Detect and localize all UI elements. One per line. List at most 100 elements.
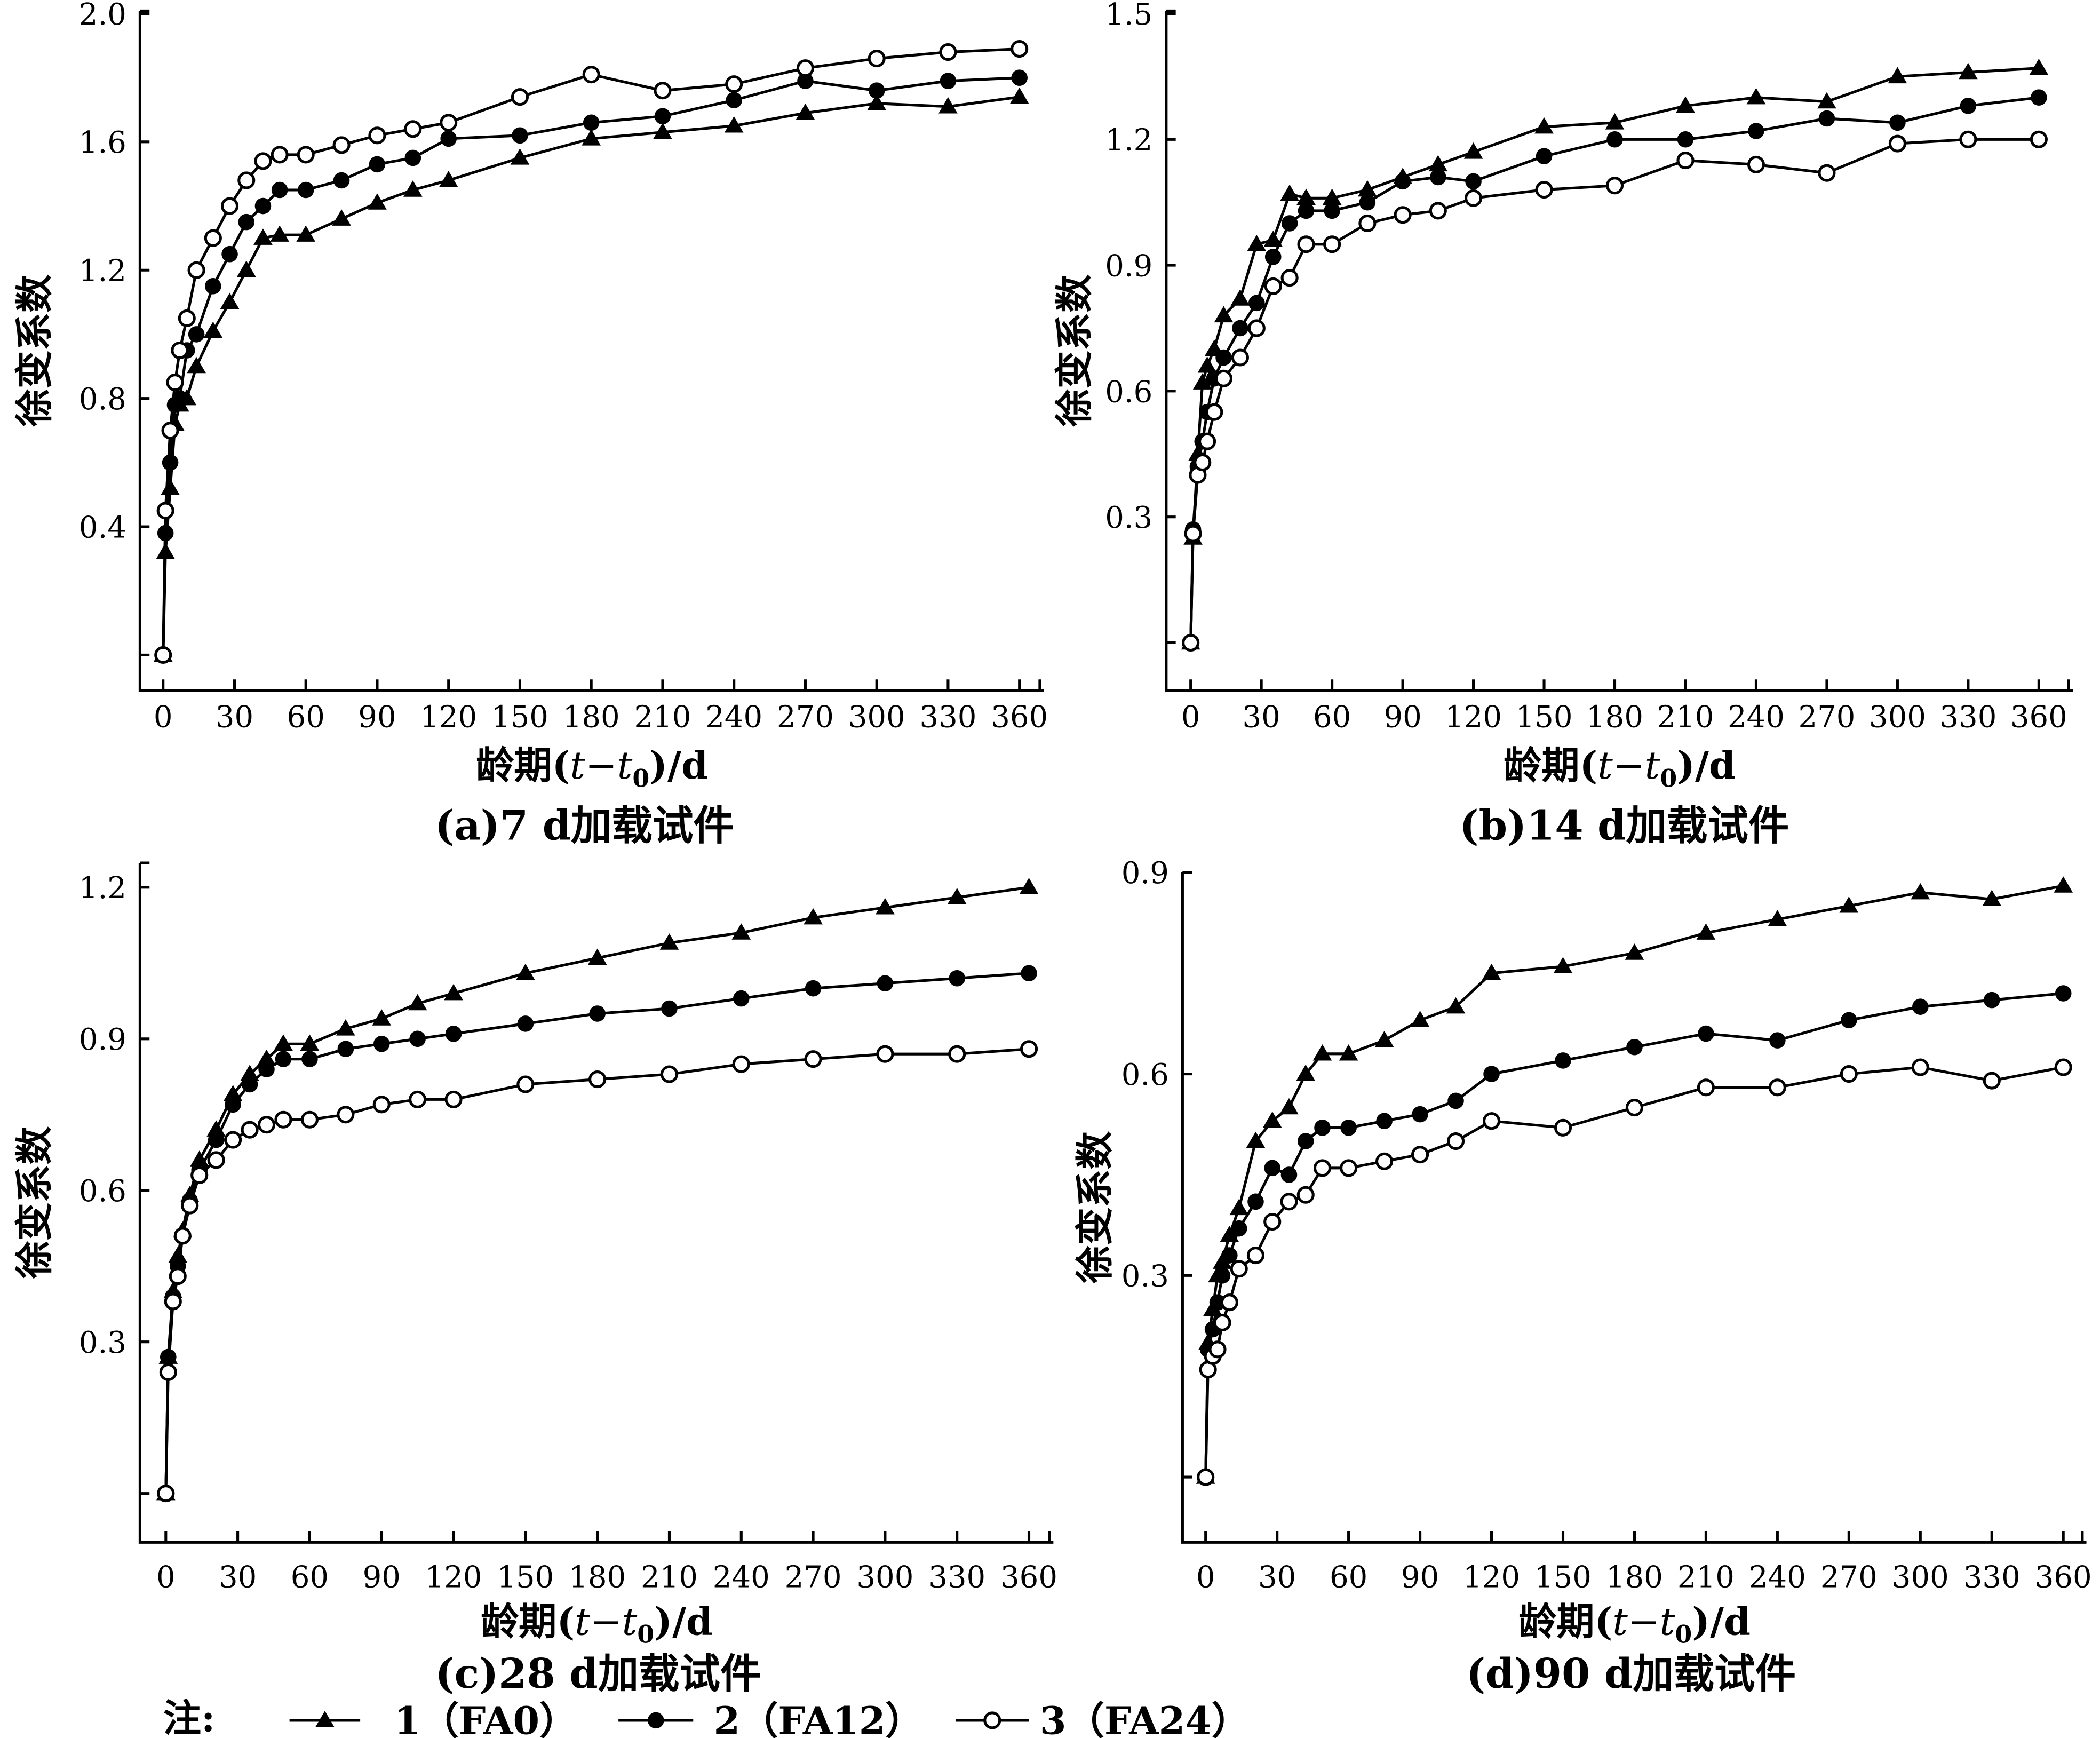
data-point-fa12	[1447, 1092, 1464, 1109]
y-axis-label: 徐变系数	[1052, 274, 1096, 427]
data-point-fa12	[1314, 1120, 1331, 1136]
data-point-fa12	[512, 127, 528, 144]
x-axis-label: 龄期(t−t0)/d	[1504, 743, 1736, 792]
series-line-fa0	[164, 886, 1029, 1494]
data-point-fa12	[1264, 1160, 1281, 1177]
data-point-fa24	[1959, 130, 1977, 148]
data-point-fa24	[254, 152, 272, 170]
panel-b: 0.3 0.6 0.9 1.2 1.5 0 30 60 90 120 150 180 210 240 270…	[1052, 0, 2073, 850]
data-point-fa0	[1839, 896, 1859, 913]
data-point-fa0	[187, 356, 206, 374]
data-point-fa24	[1184, 525, 1202, 543]
data-point-fa24	[1358, 214, 1377, 233]
data-point-fa12	[241, 1076, 258, 1093]
x-tick-label: 150	[491, 700, 548, 734]
data-point-fa12	[258, 1061, 275, 1077]
data-point-fa24	[516, 1075, 535, 1093]
x-tick-label: 330	[1939, 700, 1996, 734]
data-point-fa24	[876, 1045, 894, 1063]
data-point-fa0	[1296, 188, 1316, 205]
data-point-fa24	[2030, 130, 2048, 148]
data-point-fa0	[368, 193, 387, 210]
data-point-fa12	[221, 245, 238, 263]
data-point-fa0	[1696, 923, 1716, 940]
data-point-fa0	[168, 1246, 188, 1263]
data-point-fa12	[1606, 131, 1623, 148]
data-point-fa24	[1465, 189, 1483, 207]
data-point-fa12	[805, 980, 822, 997]
data-point-fa24	[159, 1363, 177, 1382]
data-point-fa24	[868, 50, 886, 68]
x-tick-label: 120	[425, 1560, 482, 1594]
data-point-fa24	[1208, 1340, 1227, 1359]
data-point-fa24	[404, 120, 422, 138]
data-point-fa24	[220, 197, 239, 215]
data-point-fa0	[1322, 188, 1342, 205]
series-fa0	[153, 87, 1029, 662]
data-point-fa24	[1205, 403, 1223, 421]
data-point-fa12	[445, 1026, 462, 1042]
data-point-fa24	[1020, 1040, 1038, 1058]
data-point-fa24	[796, 59, 814, 77]
data-point-fa0	[804, 908, 823, 925]
data-point-fa12	[333, 172, 350, 189]
x-label-prefix: 龄期(	[476, 743, 570, 788]
data-point-fa0	[1768, 910, 1787, 926]
data-point-fa0	[724, 116, 744, 133]
data-point-fa24	[207, 1151, 225, 1169]
legend-marker-fa12	[647, 1712, 664, 1729]
x-label-suffix: )/d	[1692, 1599, 1751, 1644]
series-line-fa12	[162, 76, 1020, 655]
legend-label: 1（FA0）	[394, 1698, 578, 1738]
data-point-fa12	[1340, 1120, 1357, 1136]
series-line-fa0	[1189, 67, 2039, 643]
data-point-fa24	[582, 66, 600, 84]
x-label-sub: 0	[632, 764, 649, 792]
y-tick-label: 0.4	[79, 510, 126, 545]
data-point-fa12	[1412, 1106, 1428, 1123]
x-tick-label: 300	[1869, 700, 1926, 734]
data-point-fa24	[409, 1090, 427, 1108]
data-point-fa0	[2029, 58, 2049, 75]
x-label-suffix: )/d	[654, 1599, 713, 1644]
data-point-fa24	[804, 1050, 822, 1068]
data-point-fa24	[1231, 348, 1249, 367]
x-label-sub: 0	[1675, 1620, 1692, 1649]
data-point-fa0	[1197, 356, 1217, 373]
x-tick-label: 150	[1516, 700, 1573, 734]
data-point-fa0	[1534, 117, 1554, 134]
panel-c: 0.3 0.6 0.9 1.2 0 30 60 90 120 150 180 210 240 270 300…	[12, 861, 1057, 1698]
x-tick-label: 300	[856, 1560, 913, 1594]
x-tick-label: 210	[641, 1560, 698, 1594]
panel-d: 0.3 0.6 0.9 0 30 60 90 120 150 180 210 240 270 300 330…	[1072, 856, 2091, 1698]
data-point-fa0	[408, 994, 427, 1011]
data-point-fa0	[1279, 1098, 1299, 1115]
x-label-prefix: 龄期(	[1504, 743, 1597, 788]
data-point-fa0	[1888, 67, 1907, 84]
axes	[138, 863, 1054, 1544]
data-point-fa0	[1229, 1199, 1249, 1216]
data-point-fa0	[439, 171, 458, 187]
data-point-fa24	[1213, 1313, 1231, 1332]
data-point-fa0	[867, 93, 887, 110]
series-fa24	[157, 1040, 1038, 1503]
data-point-fa12	[1221, 1247, 1238, 1264]
data-point-fa24	[1768, 1078, 1786, 1097]
data-point-fa12	[1230, 1220, 1247, 1237]
data-point-fa24	[1246, 1247, 1265, 1265]
data-point-fa0	[1676, 96, 1695, 113]
data-point-fa12	[1376, 1113, 1393, 1130]
data-point-fa0	[1625, 943, 1644, 960]
data-point-fa12	[1748, 123, 1764, 139]
data-point-fa24	[1197, 1468, 1215, 1486]
panel-caption: (b)14 d加载试件	[1459, 802, 1789, 850]
data-point-fa24	[654, 82, 672, 100]
x-tick-label: 360	[1000, 1560, 1057, 1594]
x-tick-label: 180	[563, 700, 620, 734]
x-tick-label: 60	[1330, 1560, 1367, 1594]
legend-marker-fa0	[315, 1711, 335, 1727]
data-point-fa12	[1960, 98, 1977, 114]
panel-caption: (c)28 d加载试件	[435, 1650, 761, 1698]
legend-label: 2（FA12）	[713, 1698, 923, 1738]
